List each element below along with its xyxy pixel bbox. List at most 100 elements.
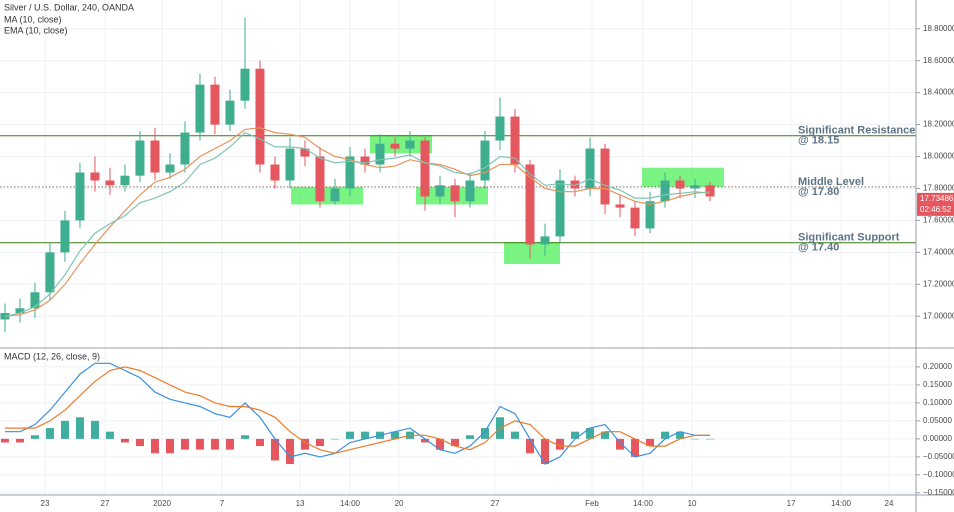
- histogram-bar: [330, 438, 339, 440]
- legend-entry: MA (10, close): [4, 14, 62, 24]
- histogram-bar: [661, 431, 670, 439]
- y-tick-label: 17.00000: [923, 311, 954, 320]
- candle-body: [585, 148, 595, 189]
- histogram-bar: [105, 431, 114, 439]
- candle-body: [255, 68, 265, 165]
- histogram-bar: [285, 438, 294, 465]
- last-price-badge: [917, 192, 954, 216]
- level-label: Middle Level: [798, 176, 864, 188]
- candle-body: [240, 68, 250, 101]
- x-tick-label: 14:00: [831, 499, 852, 508]
- candle-body: [645, 201, 655, 229]
- y-tick-label: −0.15000: [923, 488, 954, 497]
- y-tick-label: 18.00000: [923, 152, 954, 161]
- histogram-bar: [120, 438, 129, 443]
- countdown-label: 02:46:52: [920, 205, 952, 214]
- candle-body: [330, 188, 340, 202]
- x-tick-label: 20: [395, 499, 404, 508]
- candle-body: [300, 148, 310, 157]
- macd-title: MACD (12, 26, close, 9): [4, 351, 100, 361]
- histogram-bar: [631, 438, 640, 457]
- histogram-bar: [390, 431, 399, 439]
- histogram-bar: [601, 431, 610, 439]
- candle-body: [195, 84, 205, 133]
- highlight-zone: [291, 186, 364, 205]
- candle-body: [60, 220, 70, 253]
- histogram-bar: [240, 435, 249, 439]
- y-tick-label: 17.20000: [923, 279, 954, 288]
- candle-body: [465, 180, 475, 202]
- candle-body: [510, 116, 520, 165]
- level-sublabel: @ 17.40: [798, 242, 839, 254]
- candle-body: [405, 140, 415, 149]
- candle-body: [15, 308, 25, 314]
- candle-body: [615, 204, 625, 208]
- histogram-bar: [616, 438, 625, 450]
- candle-body: [0, 313, 10, 320]
- y-tick-label: 0.05000: [923, 416, 952, 425]
- candle-body: [675, 180, 685, 189]
- histogram-bar: [345, 431, 354, 439]
- candle-body: [45, 252, 55, 293]
- candle-body: [450, 185, 460, 202]
- candle-body: [630, 207, 640, 229]
- candle-body: [480, 140, 490, 181]
- macd-line: [5, 362, 710, 465]
- candle-body: [420, 140, 430, 197]
- candle-body: [270, 164, 280, 181]
- histogram-bar: [225, 438, 234, 450]
- y-tick-label: 18.40000: [923, 88, 954, 97]
- histogram-bar: [150, 438, 159, 454]
- candle-body: [120, 175, 130, 186]
- candle-body: [180, 132, 190, 165]
- macd-line: [5, 366, 710, 454]
- y-tick-label: 18.80000: [923, 24, 954, 33]
- x-tick-label: 27: [101, 499, 110, 508]
- y-tick-label: 17.80000: [923, 184, 954, 193]
- x-tick-label: 10: [688, 499, 697, 508]
- chart-title: Silver / U.S. Dollar, 240, OANDA: [4, 2, 134, 12]
- highlight-zone: [504, 241, 561, 265]
- candle-body: [75, 172, 85, 221]
- histogram-bar: [646, 438, 655, 447]
- histogram-bar: [586, 428, 595, 439]
- candle-body: [360, 156, 370, 165]
- candle-body: [435, 185, 445, 197]
- histogram-bar: [526, 438, 535, 454]
- histogram-bar: [691, 438, 700, 440]
- histogram-bar: [15, 438, 24, 443]
- y-tick-label: 0.00000: [923, 434, 952, 443]
- histogram-bar: [135, 438, 144, 447]
- histogram-bar: [450, 438, 459, 447]
- level-sublabel: @ 17.80: [798, 186, 839, 198]
- x-tick-label: 23: [41, 499, 50, 508]
- level-label: Significant Resistance: [798, 125, 915, 137]
- histogram-bar: [466, 435, 475, 439]
- indicator-line: [4, 131, 711, 317]
- y-tick-label: 0.15000: [923, 380, 952, 389]
- candle-body: [570, 180, 580, 189]
- x-tick-label: 7: [220, 499, 225, 508]
- level-label: Significant Support: [798, 232, 900, 244]
- histogram-bar: [541, 438, 550, 465]
- histogram-bar: [556, 438, 565, 450]
- x-tick-label: 14:00: [633, 499, 654, 508]
- histogram-bar: [255, 438, 264, 447]
- histogram-bar: [270, 438, 279, 461]
- candle-body: [555, 180, 565, 237]
- histogram-bar: [360, 431, 369, 439]
- candle-body: [165, 164, 175, 173]
- candle-body: [600, 148, 610, 205]
- histogram-bar: [676, 431, 685, 439]
- candle-body: [135, 140, 145, 176]
- candle-body: [315, 156, 325, 202]
- candle-body: [90, 172, 100, 181]
- histogram-bar: [45, 428, 54, 439]
- y-tick-label: 18.60000: [923, 56, 954, 65]
- candle-body: [705, 185, 715, 197]
- histogram-bar: [60, 420, 69, 439]
- histogram-bar: [706, 438, 715, 440]
- candle-body: [660, 180, 670, 202]
- histogram-bar: [571, 431, 580, 439]
